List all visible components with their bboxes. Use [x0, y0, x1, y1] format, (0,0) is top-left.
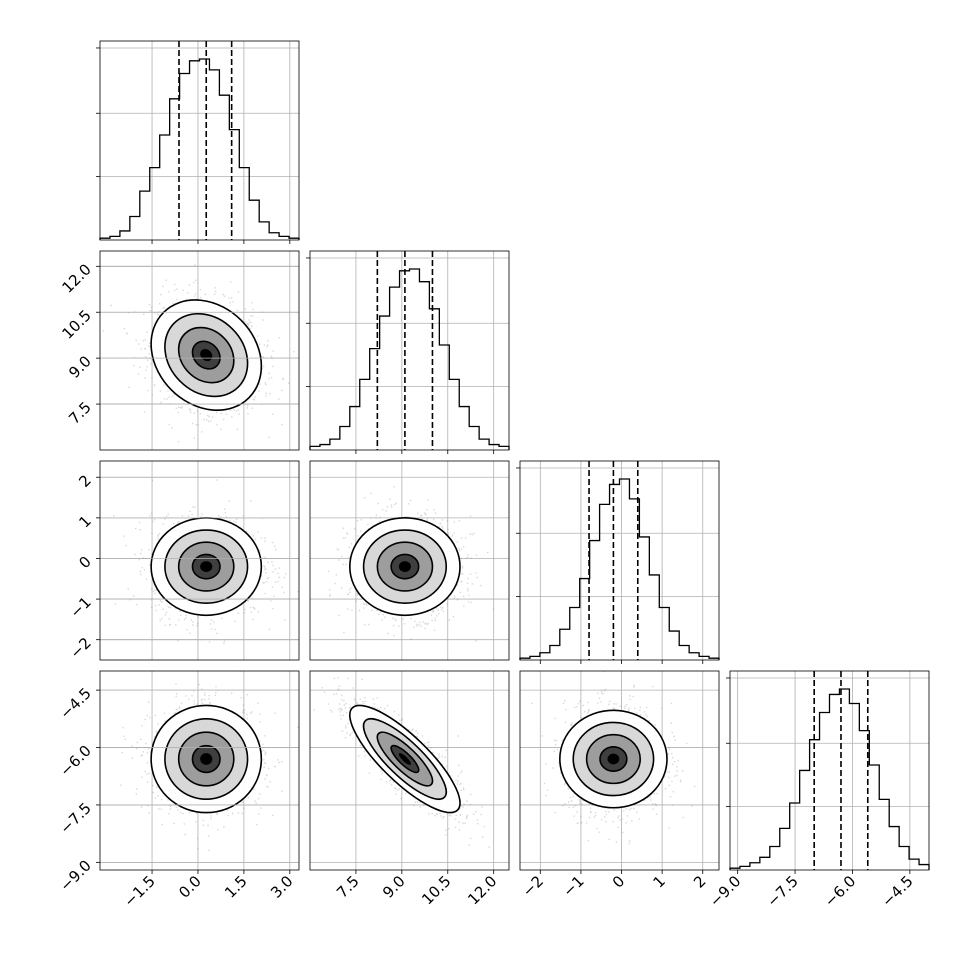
density-level — [607, 753, 620, 765]
density-panel-1-0: 7.5 9.0 10.5 12.0 — [58, 250, 300, 451]
histogram-step — [519, 478, 720, 660]
contour-line — [348, 704, 461, 814]
x-tick-label: 9.0 — [379, 872, 409, 902]
histogram-panel-0 — [96, 40, 300, 244]
contour-line — [191, 553, 221, 580]
contour-line — [559, 709, 668, 809]
histogram-panel-3: −9.0 −7.5 −6.0 −4.5 — [706, 670, 930, 911]
density-level — [398, 561, 411, 572]
contour-line — [150, 704, 263, 814]
y-tick-label: 9.0 — [65, 352, 95, 382]
histogram-frame — [519, 460, 720, 661]
histogram-step — [729, 688, 930, 870]
panel-frame — [99, 460, 300, 661]
y-tick-label: 0 — [75, 553, 94, 572]
y-tick-label: 2 — [75, 471, 94, 490]
contour-line — [164, 718, 249, 801]
x-tick-label: 12.0 — [464, 872, 500, 908]
contour-line — [362, 529, 448, 604]
histogram-panel-2 — [516, 460, 720, 664]
contour-line — [376, 541, 434, 592]
contour-line — [177, 541, 235, 592]
y-tick-label: 1 — [75, 512, 94, 531]
y-tick-label: −4.5 — [56, 684, 94, 722]
density-level — [398, 753, 411, 765]
contour-line — [585, 733, 641, 785]
density-panel-2-1 — [309, 460, 510, 661]
density-panel-2-0: −2 −1 0 1 2 — [66, 460, 300, 662]
panel-frame — [309, 670, 510, 871]
histogram-frame — [309, 250, 510, 451]
x-tick-label: 3.0 — [267, 872, 297, 902]
contour-line — [191, 340, 221, 370]
histogram-frame — [99, 40, 300, 241]
panel-frame — [99, 670, 300, 871]
y-tick-label: −6.0 — [56, 742, 94, 780]
panel-frame — [99, 250, 300, 451]
y-tick-label: −2 — [66, 634, 94, 662]
density-panel-3-0: −9.0 −7.5 −6.0 −4.5 −1.5 0.0 1.5 3.0 — [56, 670, 300, 911]
contour-line — [390, 744, 420, 774]
contour-line — [348, 517, 461, 617]
x-tick-label: 0.0 — [175, 872, 205, 902]
x-tick-label: −2 — [519, 872, 547, 900]
x-tick-label: 7.5 — [333, 872, 363, 902]
y-tick-label: −1 — [66, 593, 94, 621]
x-tick-label: −6.0 — [821, 872, 859, 910]
density-level — [200, 561, 213, 572]
y-tick-label: −7.5 — [56, 799, 94, 837]
x-tick-label: −7.5 — [763, 872, 801, 910]
panel-frame — [519, 670, 720, 871]
y-tick-label: 7.5 — [65, 398, 95, 428]
y-tick-label: −9.0 — [56, 856, 94, 894]
contour-line — [191, 744, 221, 774]
contour-line — [164, 529, 249, 604]
x-tick-label: 1.5 — [221, 872, 251, 902]
histogram-step — [99, 58, 300, 240]
contour-line — [177, 326, 235, 384]
y-tick-label: 12.0 — [58, 260, 94, 296]
density-level — [200, 753, 213, 765]
contour-line — [177, 731, 235, 787]
density-panel-3-1: 7.5 9.0 10.5 12.0 — [309, 670, 510, 908]
x-tick-label: 0 — [609, 872, 628, 891]
density-panel-3-2: −2 −1 0 1 2 — [519, 670, 720, 900]
panel-frame — [309, 460, 510, 661]
histogram-panel-1 — [306, 250, 510, 454]
histogram-frame — [729, 670, 930, 871]
contour-line — [599, 746, 628, 773]
x-tick-label: −1.5 — [120, 872, 158, 910]
x-tick-label: 2 — [690, 872, 709, 891]
scatter-points — [531, 671, 696, 845]
x-tick-label: −1 — [559, 872, 587, 900]
y-tick-label: 10.5 — [58, 306, 94, 342]
contour-line — [572, 721, 655, 797]
x-tick-label: 10.5 — [418, 872, 454, 908]
x-tick-label: −4.5 — [878, 872, 916, 910]
contour-line — [164, 312, 249, 398]
contour-line — [390, 553, 420, 580]
x-tick-label: −9.0 — [706, 872, 744, 910]
contour-line — [376, 731, 434, 787]
histogram-step — [309, 268, 510, 450]
contour-line — [362, 718, 448, 801]
x-tick-label: 1 — [649, 872, 668, 891]
